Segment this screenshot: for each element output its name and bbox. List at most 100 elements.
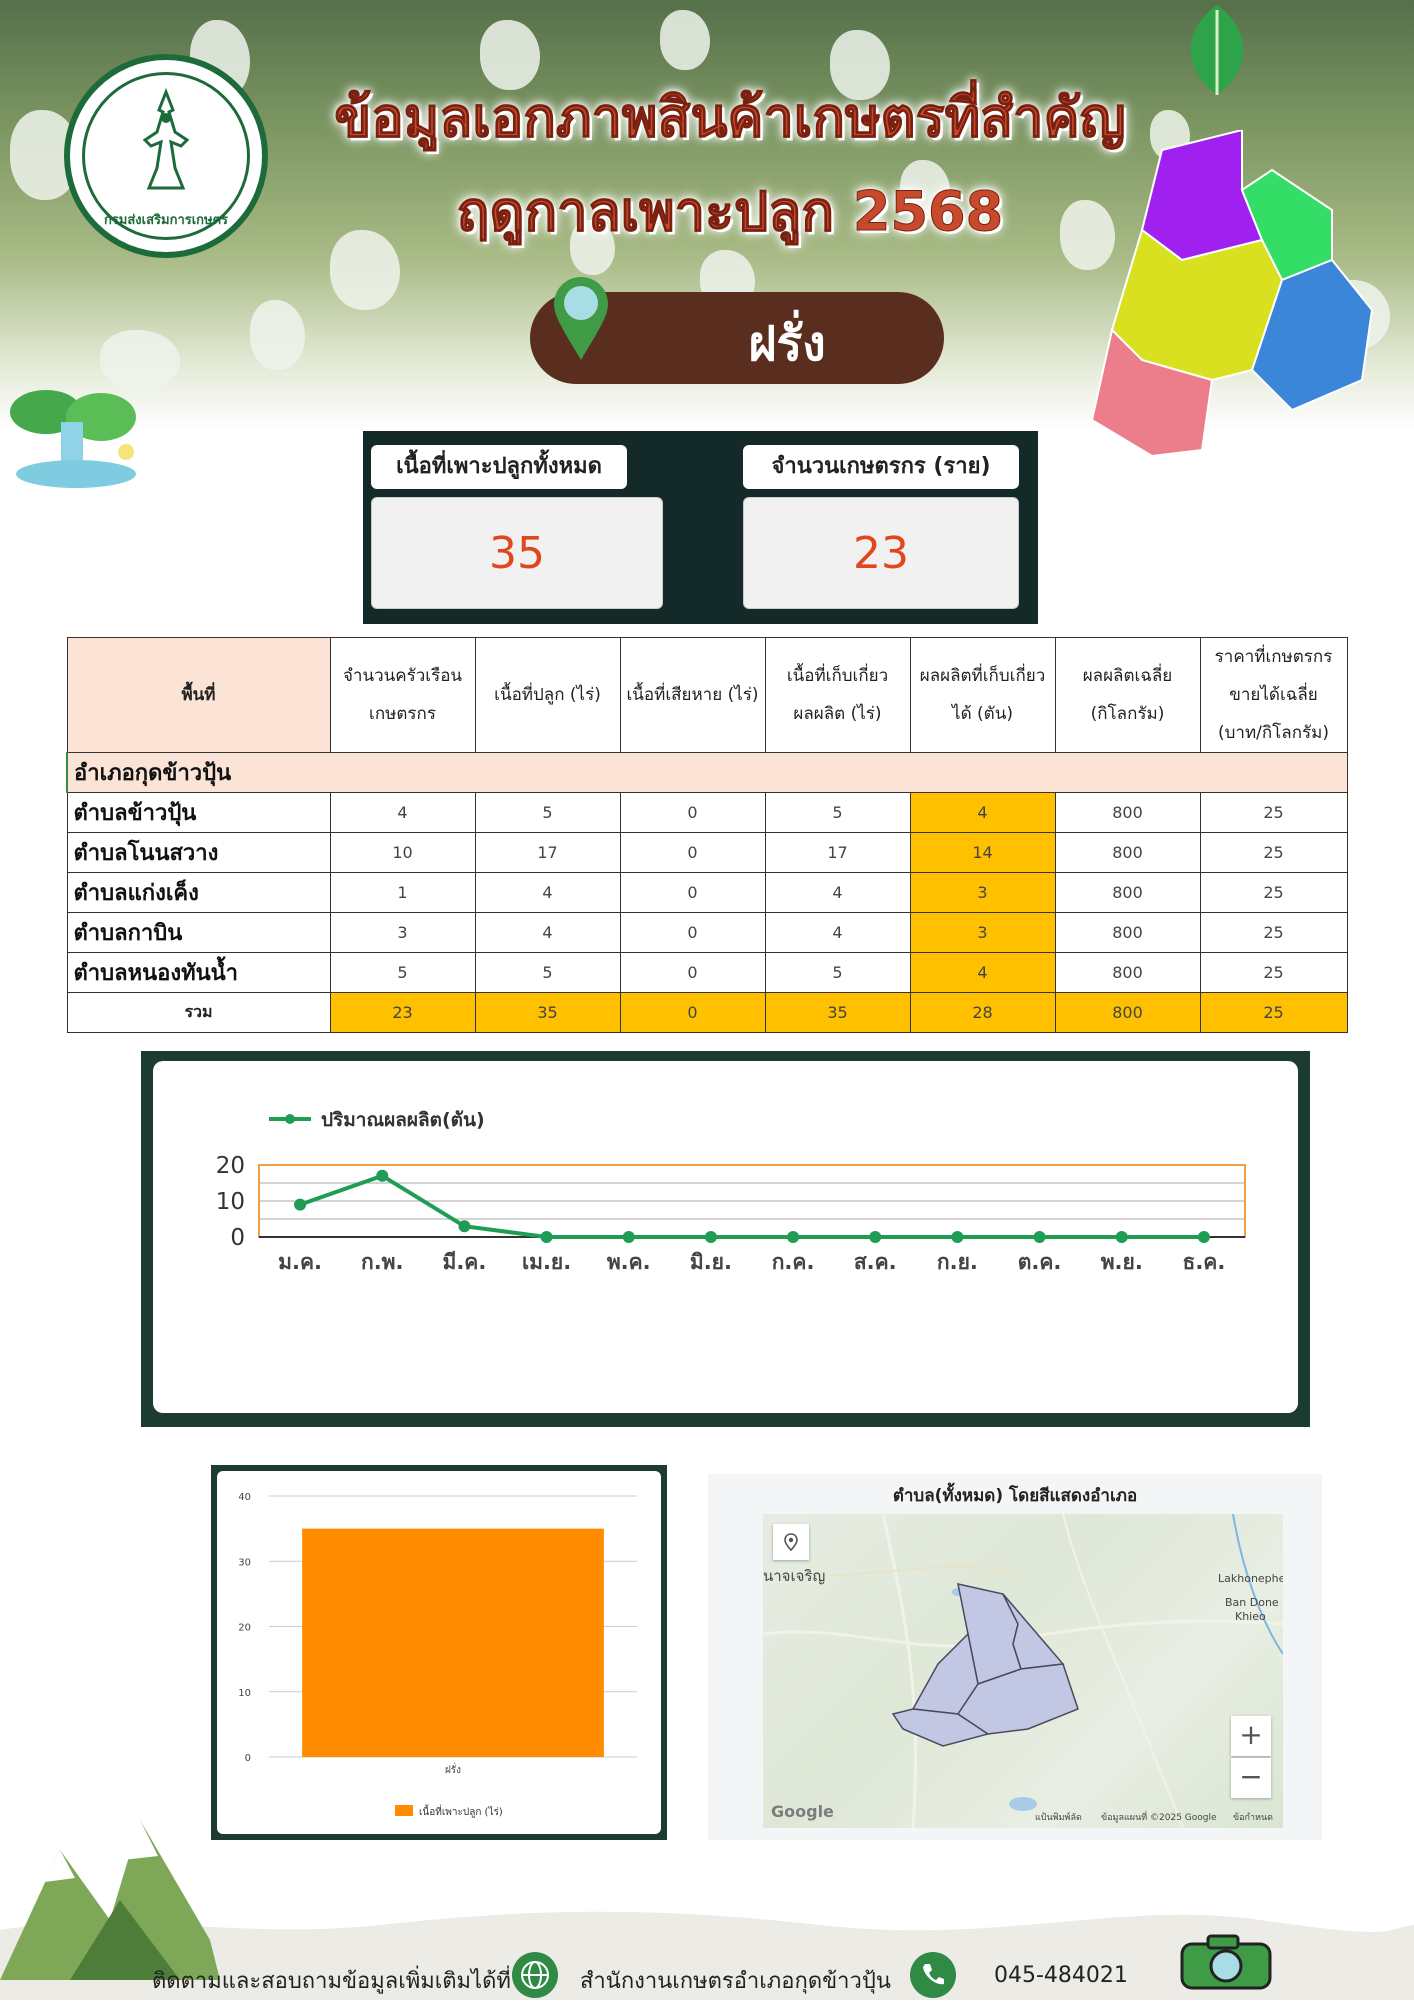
- x-tick-label: ต.ค.: [1018, 1250, 1062, 1274]
- map-label-right1: Lakhonepheng: [1218, 1572, 1283, 1585]
- locate-icon: [784, 1533, 798, 1552]
- header-damaged: เนื้อที่เสียหาย (ไร่): [619, 637, 766, 753]
- y-tick-label: 0: [230, 1225, 245, 1251]
- deity-emblem-icon: [142, 88, 190, 190]
- data-point: [869, 1231, 882, 1243]
- data-point: [622, 1231, 635, 1243]
- production-table: พื้นที่ จำนวนครัวเรือน เกษตรกร เนื้อที่ปล…: [66, 637, 1348, 1033]
- data-point: [1115, 1231, 1128, 1243]
- legend-label: เนื้อที่เพาะปลูก (ไร่): [419, 1804, 503, 1818]
- district-name: อำเภอกุดข้าวปุ้น: [66, 752, 1348, 793]
- planted-area-label: เนื้อที่เพาะปลูกทั้งหมด: [371, 445, 627, 489]
- header-planted: เนื้อที่ปลูก (ไร่): [474, 637, 621, 753]
- header-area: พื้นที่: [66, 637, 331, 753]
- data-point: [540, 1231, 553, 1243]
- google-logo: Google: [771, 1802, 834, 1821]
- map-title: ตำบล(ทั้งหมด) โดยสีแสดงอำเภอ: [892, 1486, 1138, 1506]
- x-tick-label: เม.ย.: [522, 1250, 571, 1274]
- district-mini-map: [1092, 130, 1374, 456]
- locate-button[interactable]: [773, 1524, 809, 1560]
- footer-background: [0, 1911, 1414, 2000]
- data-point: [376, 1169, 389, 1182]
- footer-phone[interactable]: 045-484021: [994, 1963, 1128, 1988]
- subdistrict-map-panel: ตำบล(ทั้งหมด) โดยสีแสดงอำเภอ นาจเจริญ La…: [708, 1474, 1322, 1840]
- header-households: จำนวนครัวเรือน เกษตรกร: [329, 637, 476, 753]
- summary-stats: เนื้อที่เพาะปลูกทั้งหมด 35 จำนวนเกษตรกร …: [363, 431, 1038, 624]
- data-point: [294, 1198, 307, 1211]
- data-point: [1197, 1231, 1210, 1243]
- header-harvest: เนื้อที่เก็บเกี่ยว ผลผลิต (ไร่): [764, 637, 911, 753]
- y-tick-label: 0: [245, 1753, 251, 1764]
- data-point: [704, 1231, 717, 1243]
- waterfall-decoration-icon: [10, 390, 136, 488]
- table-row: ตำบลข้าวปุ้น 4 5 0 5 4 800 25: [66, 792, 1348, 833]
- map-label-right3: Khieo: [1235, 1610, 1266, 1623]
- x-tick-label: พ.ค.: [607, 1250, 651, 1274]
- leaf-icon: [1190, 5, 1244, 95]
- x-tick-label: ก.พ.: [361, 1250, 404, 1274]
- map-terms-link[interactable]: ข้อกำหนด: [1233, 1813, 1273, 1823]
- phone-icon[interactable]: [910, 1952, 956, 1998]
- subdistrict-polygons: [891, 1583, 1079, 1747]
- subdistrict-polygon[interactable]: [956, 1663, 1079, 1735]
- total-row: รวม 23 35 0 35 28 800 25: [66, 992, 1348, 1033]
- x-tick-label: ก.ย.: [937, 1250, 978, 1274]
- data-point: [458, 1220, 471, 1233]
- page-subtitle: ฤดูกาลเพาะปลูก 2568: [456, 180, 1004, 244]
- legend-marker: [285, 1114, 295, 1124]
- map-shortcuts-link[interactable]: แป้นพิมพ์ลัด: [1035, 1813, 1082, 1823]
- table-row: ตำบลกาบิน 3 4 0 4 3 800 25: [66, 912, 1348, 953]
- monthly-yield-chart-panel: ปริมาณผลผลิต(ตัน) 20 10 0 ม.ค. ก.พ. มี.ค. เม.ย.…: [141, 1051, 1310, 1427]
- x-tick-label: ฝรั่ง: [445, 1762, 461, 1776]
- mountain-decoration-icon: [0, 1820, 220, 1980]
- data-point: [787, 1231, 800, 1243]
- y-tick-label: 20: [238, 1623, 251, 1634]
- data-point: [1033, 1231, 1046, 1243]
- map-canvas[interactable]: นาจเจริญ Lakhonepheng Ban Done Khieo + −…: [763, 1514, 1283, 1828]
- planted-area-value: 35: [371, 497, 663, 609]
- y-tick-label: 20: [216, 1153, 245, 1179]
- x-tick-label: ก.ค.: [772, 1250, 815, 1274]
- y-tick-label: 10: [238, 1688, 251, 1699]
- data-point: [951, 1231, 964, 1243]
- map-label-left: นาจเจริญ: [763, 1567, 826, 1585]
- x-tick-label: พ.ย.: [1101, 1250, 1143, 1274]
- planted-area-chart-panel: 40 30 20 10 0 ฝรั่งเนื้อที่เพาะปลูก (ไร่): [211, 1465, 667, 1840]
- planted-area-bar-chart: 40 30 20 10 0 ฝรั่งเนื้อที่เพาะปลูก (ไร่): [238, 1492, 637, 1818]
- legend-label: ปริมาณผลผลิต(ตัน): [321, 1109, 485, 1131]
- legend-swatch: [395, 1805, 413, 1816]
- x-tick-label: มี.ค.: [442, 1250, 486, 1274]
- header-avg: ผลผลิตเฉลี่ย (กิโลกรัม): [1054, 637, 1201, 753]
- map-label-right2: Ban Done: [1225, 1596, 1279, 1609]
- farmers-label: จำนวนเกษตรกร (ราย): [743, 445, 1019, 489]
- logo-text: กรมส่งเสริมการเกษตร: [103, 213, 229, 228]
- department-logo: กรมส่งเสริมการเกษตร: [64, 54, 268, 258]
- x-tick-label: ส.ค.: [854, 1250, 897, 1274]
- footer-follow-text: ติดตามและสอบถามข้อมูลเพิ่มเติมได้ที่: [152, 1969, 511, 1994]
- page-title: ข้อมูลเอกภาพสินค้าเกษตรที่สำคัญ: [334, 86, 1126, 150]
- zoom-in-button[interactable]: +: [1231, 1716, 1271, 1756]
- district-row: อำเภอกุดข้าวปุ้น: [66, 752, 1348, 793]
- x-tick-label: ม.ค.: [278, 1250, 322, 1274]
- monthly-yield-line-chart: ปริมาณผลผลิต(ตัน) 20 10 0 ม.ค. ก.พ. มี.ค. เม.ย.…: [216, 1109, 1246, 1274]
- zoom-out-button[interactable]: −: [1231, 1758, 1271, 1798]
- farmers-value: 23: [743, 497, 1019, 609]
- table-row: ตำบลแก่งเค็ง 1 4 0 4 3 800 25: [66, 872, 1348, 913]
- y-tick-label: 10: [216, 1189, 245, 1215]
- location-pin-icon: [554, 277, 608, 360]
- table-row: ตำบลหนองทันน้ำ 5 5 0 5 4 800 25: [66, 952, 1348, 993]
- x-tick-label: ธ.ค.: [1183, 1250, 1226, 1274]
- camera-icon: [1180, 1934, 1272, 1990]
- map-data-attribution: ข้อมูลแผนที่ ©2025 Google: [1101, 1813, 1217, 1823]
- crop-name: ฝรั่ง: [748, 316, 826, 372]
- x-tick-label: มิ.ย.: [690, 1250, 732, 1274]
- bar: [302, 1528, 604, 1757]
- y-tick-label: 30: [238, 1557, 251, 1568]
- header-price: ราคาที่เกษตรกร ขายได้เฉลี่ย (บาท/กิโลกรัม): [1199, 637, 1348, 753]
- y-tick-label: 40: [238, 1492, 251, 1503]
- table-row: ตำบลโนนสวาง 10 17 0 17 14 800 25: [66, 832, 1348, 873]
- globe-icon[interactable]: [512, 1952, 558, 1998]
- footer-office[interactable]: สำนักงานเกษตรอำเภอกุดข้าวปุ้น: [580, 1969, 891, 1994]
- header-yield: ผลผลิตที่เก็บเกี่ยว ได้ (ตัน): [909, 637, 1056, 753]
- series-line: [299, 1173, 1204, 1239]
